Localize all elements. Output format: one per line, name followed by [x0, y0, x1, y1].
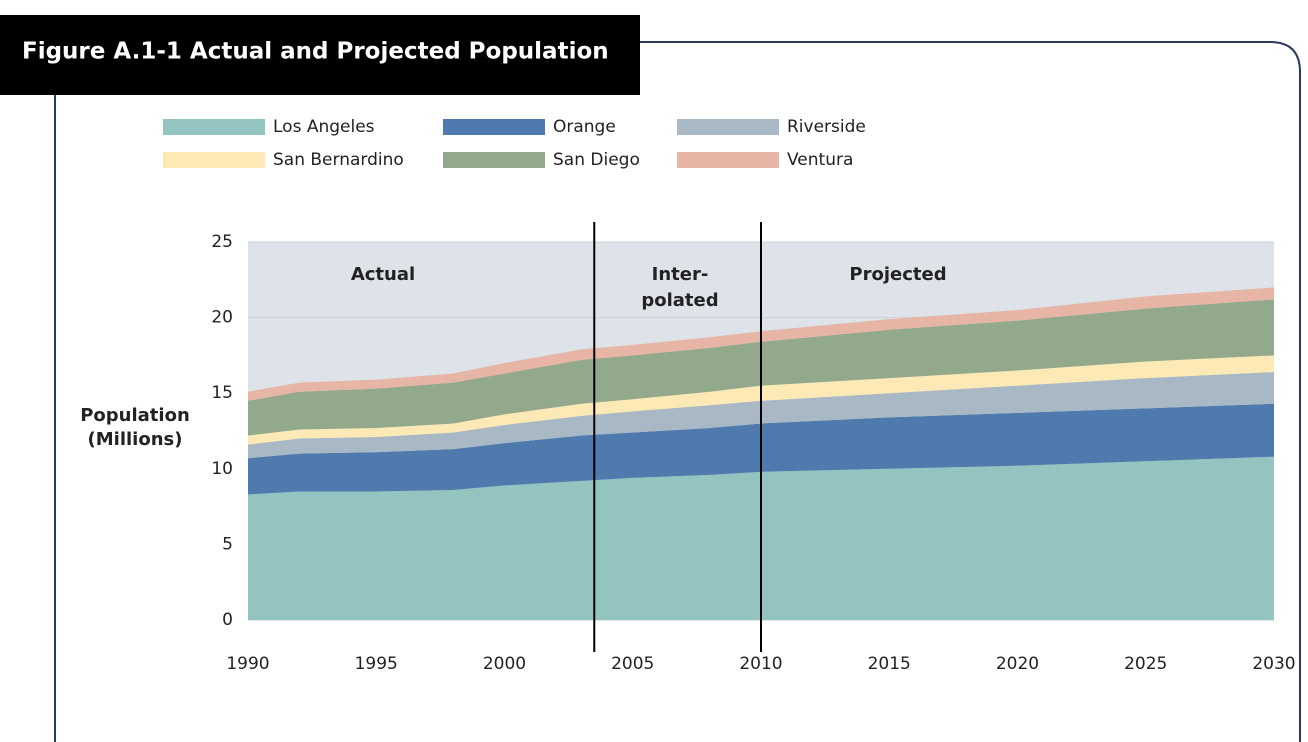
region-label: polated [641, 290, 718, 311]
region-label: Inter- [652, 264, 709, 285]
region-label: Actual [351, 264, 415, 285]
y-tick-label: 0 [222, 610, 233, 630]
legend-label: Ventura [787, 150, 853, 170]
x-tick-label: 2030 [1252, 654, 1295, 674]
x-tick-label: 2025 [1124, 654, 1167, 674]
y-tick-label: 20 [211, 308, 233, 328]
area [248, 287, 1274, 401]
legend-swatch [443, 152, 545, 168]
chart-title: Figure A.1-1 Actual and Projected Popula… [22, 39, 609, 65]
legend-label: Los Angeles [273, 117, 375, 137]
title-box [0, 15, 640, 95]
x-tick-label: 1990 [226, 654, 269, 674]
x-tick-label: 2010 [739, 654, 782, 674]
x-tick-label: 2005 [611, 654, 654, 674]
legend-label: San Bernardino [273, 150, 404, 170]
legend-label: San Diego [553, 150, 640, 170]
legend-label: Orange [553, 117, 616, 137]
x-tick-label: 2020 [996, 654, 1039, 674]
legend-swatch [677, 119, 779, 135]
y-tick-label: 5 [222, 534, 233, 554]
legend-swatch [443, 119, 545, 135]
legend-swatch [677, 152, 779, 168]
x-tick-label: 1995 [355, 654, 398, 674]
y-tick-label: 15 [211, 383, 233, 403]
y-tick-label: 10 [211, 459, 233, 479]
y-axis-label: (Millions) [88, 429, 183, 450]
y-tick-label: 25 [211, 232, 233, 252]
x-tick-label: 2000 [483, 654, 526, 674]
y-axis-label: Population [80, 405, 190, 426]
region-label: Projected [849, 264, 946, 285]
legend-swatch [163, 152, 265, 168]
legend-swatch [163, 119, 265, 135]
x-tick-label: 2015 [868, 654, 911, 674]
legend-label: Riverside [787, 117, 866, 137]
